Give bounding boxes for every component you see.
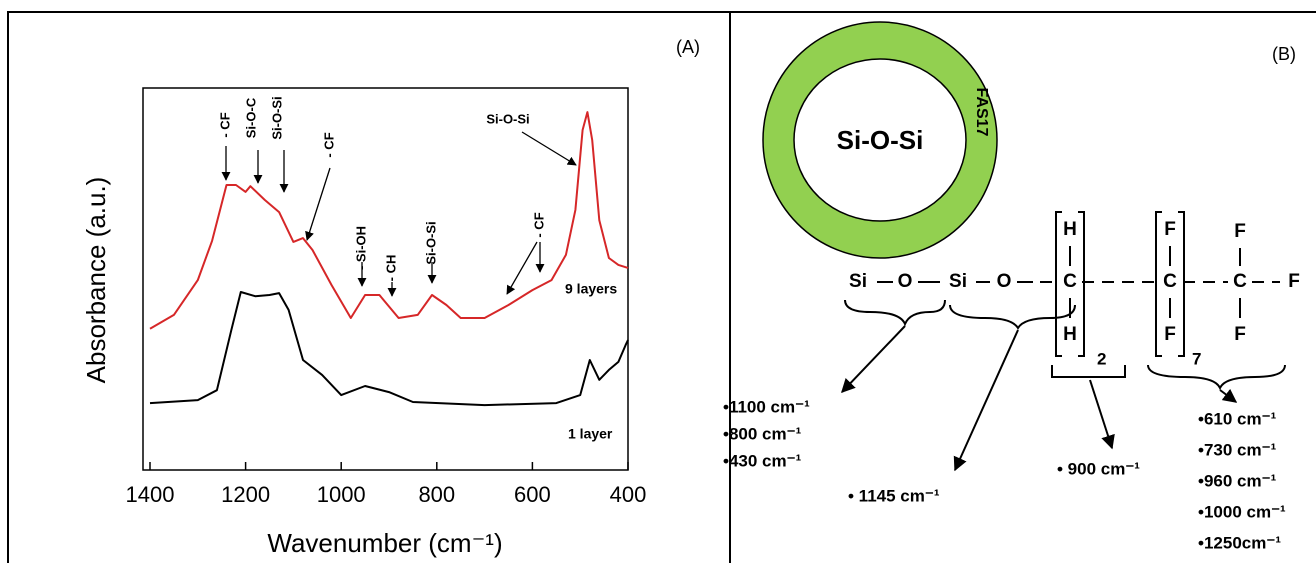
annotation-arrow: [506, 241, 538, 295]
panel-b-frame: [729, 11, 1316, 563]
atom: H: [1063, 324, 1077, 345]
atom: O: [997, 271, 1012, 292]
x-tick-label: 400: [610, 482, 647, 507]
wavenumber: • 1145 cm⁻¹: [848, 486, 940, 505]
wavenumber: •730 cm⁻¹: [1198, 440, 1277, 459]
wavenumber: •1100 cm⁻¹: [723, 397, 810, 416]
core-label: Si-O-Si: [837, 125, 924, 155]
atom: F: [1234, 221, 1246, 242]
annotation: - CH: [383, 255, 398, 282]
annotation: - Si-OH: [353, 226, 368, 270]
x-tick-label: 1200: [221, 482, 270, 507]
atom: H: [1063, 219, 1077, 240]
wavenumber: •960 cm⁻¹: [1198, 471, 1277, 490]
subscript: 7: [1192, 349, 1201, 368]
atom: C: [1233, 271, 1247, 292]
series-label: 9 layers: [565, 281, 617, 297]
atom: Si: [849, 271, 867, 292]
annotation: Si-O-C: [243, 97, 258, 138]
x-tick-label: 800: [418, 482, 455, 507]
atom: Si: [949, 271, 967, 292]
bonds: [841, 211, 1286, 472]
annotation: - CF: [321, 132, 336, 157]
annotation: Si-O-Si: [486, 111, 529, 126]
atom: F: [1234, 324, 1246, 345]
x-tick-label: 600: [514, 482, 551, 507]
x-tick-label: 1400: [126, 482, 175, 507]
core: [793, 58, 967, 222]
annotation-arrow: [521, 131, 577, 166]
wavenumber: •800 cm⁻¹: [723, 424, 802, 443]
spectrum: [149, 291, 629, 407]
atom: O: [898, 271, 913, 292]
y-axis-label: Absorbance (a.u.): [81, 177, 111, 384]
atom: F: [1288, 271, 1300, 292]
wavenumber: •610 cm⁻¹: [1198, 409, 1277, 428]
subscript: 2: [1097, 349, 1106, 368]
atom: F: [1164, 219, 1176, 240]
shell-label: FAS17: [973, 88, 990, 137]
x-axis-label: Wavenumber (cm⁻¹): [267, 528, 502, 558]
annotation: Si-O-Si: [269, 96, 284, 139]
panel-label: (A): [676, 37, 700, 57]
spectrum: [149, 111, 629, 330]
annotation: - CF: [531, 212, 546, 237]
x-tick-label: 1000: [317, 482, 366, 507]
annotation-arrow: [305, 167, 331, 241]
wavenumber: •1000 cm⁻¹: [1198, 502, 1286, 521]
annotation: - CF: [217, 112, 232, 137]
atom: C: [1163, 271, 1177, 292]
atom: C: [1063, 271, 1077, 292]
atom: F: [1164, 324, 1176, 345]
plot-frame: [142, 87, 629, 471]
panel-label: (B): [1272, 44, 1296, 64]
annotation: Si-O-Si: [423, 221, 438, 264]
wavenumber: • 900 cm⁻¹: [1057, 459, 1140, 478]
wavenumber: •1250cm⁻¹: [1198, 533, 1281, 552]
series-label: 1 layer: [568, 426, 613, 442]
panel-a-frame: [7, 11, 731, 563]
wavenumber: •430 cm⁻¹: [723, 451, 802, 470]
